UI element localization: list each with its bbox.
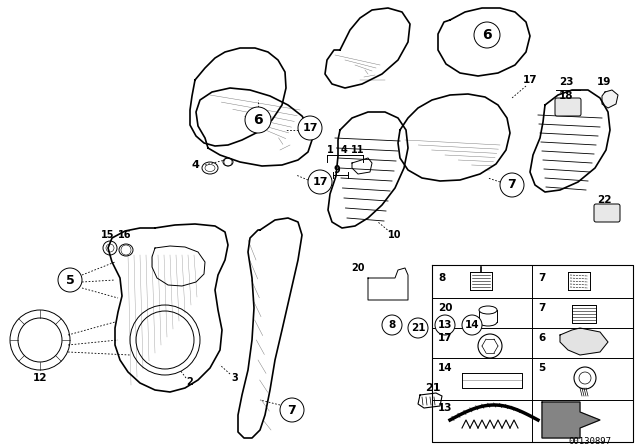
Circle shape	[462, 315, 482, 335]
Text: 10: 10	[388, 230, 402, 240]
Text: 7: 7	[508, 178, 516, 191]
Circle shape	[308, 170, 332, 194]
Text: 5: 5	[538, 363, 545, 373]
Circle shape	[435, 315, 455, 335]
Circle shape	[408, 318, 428, 338]
Text: 8: 8	[388, 320, 396, 330]
Text: 21: 21	[411, 323, 425, 333]
Text: 14: 14	[465, 320, 479, 330]
Text: 17: 17	[438, 333, 452, 343]
Text: 9: 9	[333, 165, 340, 175]
Text: 13: 13	[438, 320, 452, 330]
Text: 3: 3	[232, 373, 238, 383]
Text: 20: 20	[438, 303, 452, 313]
Circle shape	[500, 173, 524, 197]
Text: 17: 17	[312, 177, 328, 187]
Text: 11: 11	[351, 145, 365, 155]
Text: 4: 4	[340, 145, 348, 155]
Polygon shape	[542, 402, 600, 438]
Circle shape	[474, 22, 500, 48]
Text: 6: 6	[482, 28, 492, 42]
Text: 22: 22	[596, 195, 611, 205]
Text: 6: 6	[253, 113, 263, 127]
FancyBboxPatch shape	[594, 204, 620, 222]
Polygon shape	[560, 328, 608, 355]
Text: 23: 23	[559, 77, 573, 87]
Text: 6: 6	[538, 333, 545, 343]
Text: 8: 8	[438, 273, 445, 283]
Polygon shape	[602, 90, 618, 108]
Circle shape	[382, 315, 402, 335]
Text: 20: 20	[351, 263, 365, 273]
Text: 13: 13	[438, 403, 452, 413]
Text: 19: 19	[597, 77, 611, 87]
Circle shape	[58, 268, 82, 292]
Text: 7: 7	[538, 273, 545, 283]
Text: 17: 17	[523, 75, 538, 85]
Ellipse shape	[479, 306, 497, 314]
Text: 4: 4	[191, 160, 199, 170]
Text: 7: 7	[287, 404, 296, 417]
Circle shape	[298, 116, 322, 140]
Text: 15: 15	[101, 230, 115, 240]
Circle shape	[280, 398, 304, 422]
Text: 16: 16	[118, 230, 132, 240]
Text: 00130897: 00130897	[568, 438, 611, 447]
Text: 1: 1	[326, 145, 333, 155]
FancyBboxPatch shape	[555, 98, 581, 116]
Circle shape	[245, 107, 271, 133]
Text: 12: 12	[33, 373, 47, 383]
Text: 21: 21	[425, 383, 441, 393]
Text: 2: 2	[187, 377, 193, 387]
Text: 17: 17	[302, 123, 317, 133]
Text: 18: 18	[559, 91, 573, 101]
Text: 14: 14	[438, 363, 452, 373]
Text: 7: 7	[538, 303, 545, 313]
Text: 5: 5	[66, 273, 74, 287]
